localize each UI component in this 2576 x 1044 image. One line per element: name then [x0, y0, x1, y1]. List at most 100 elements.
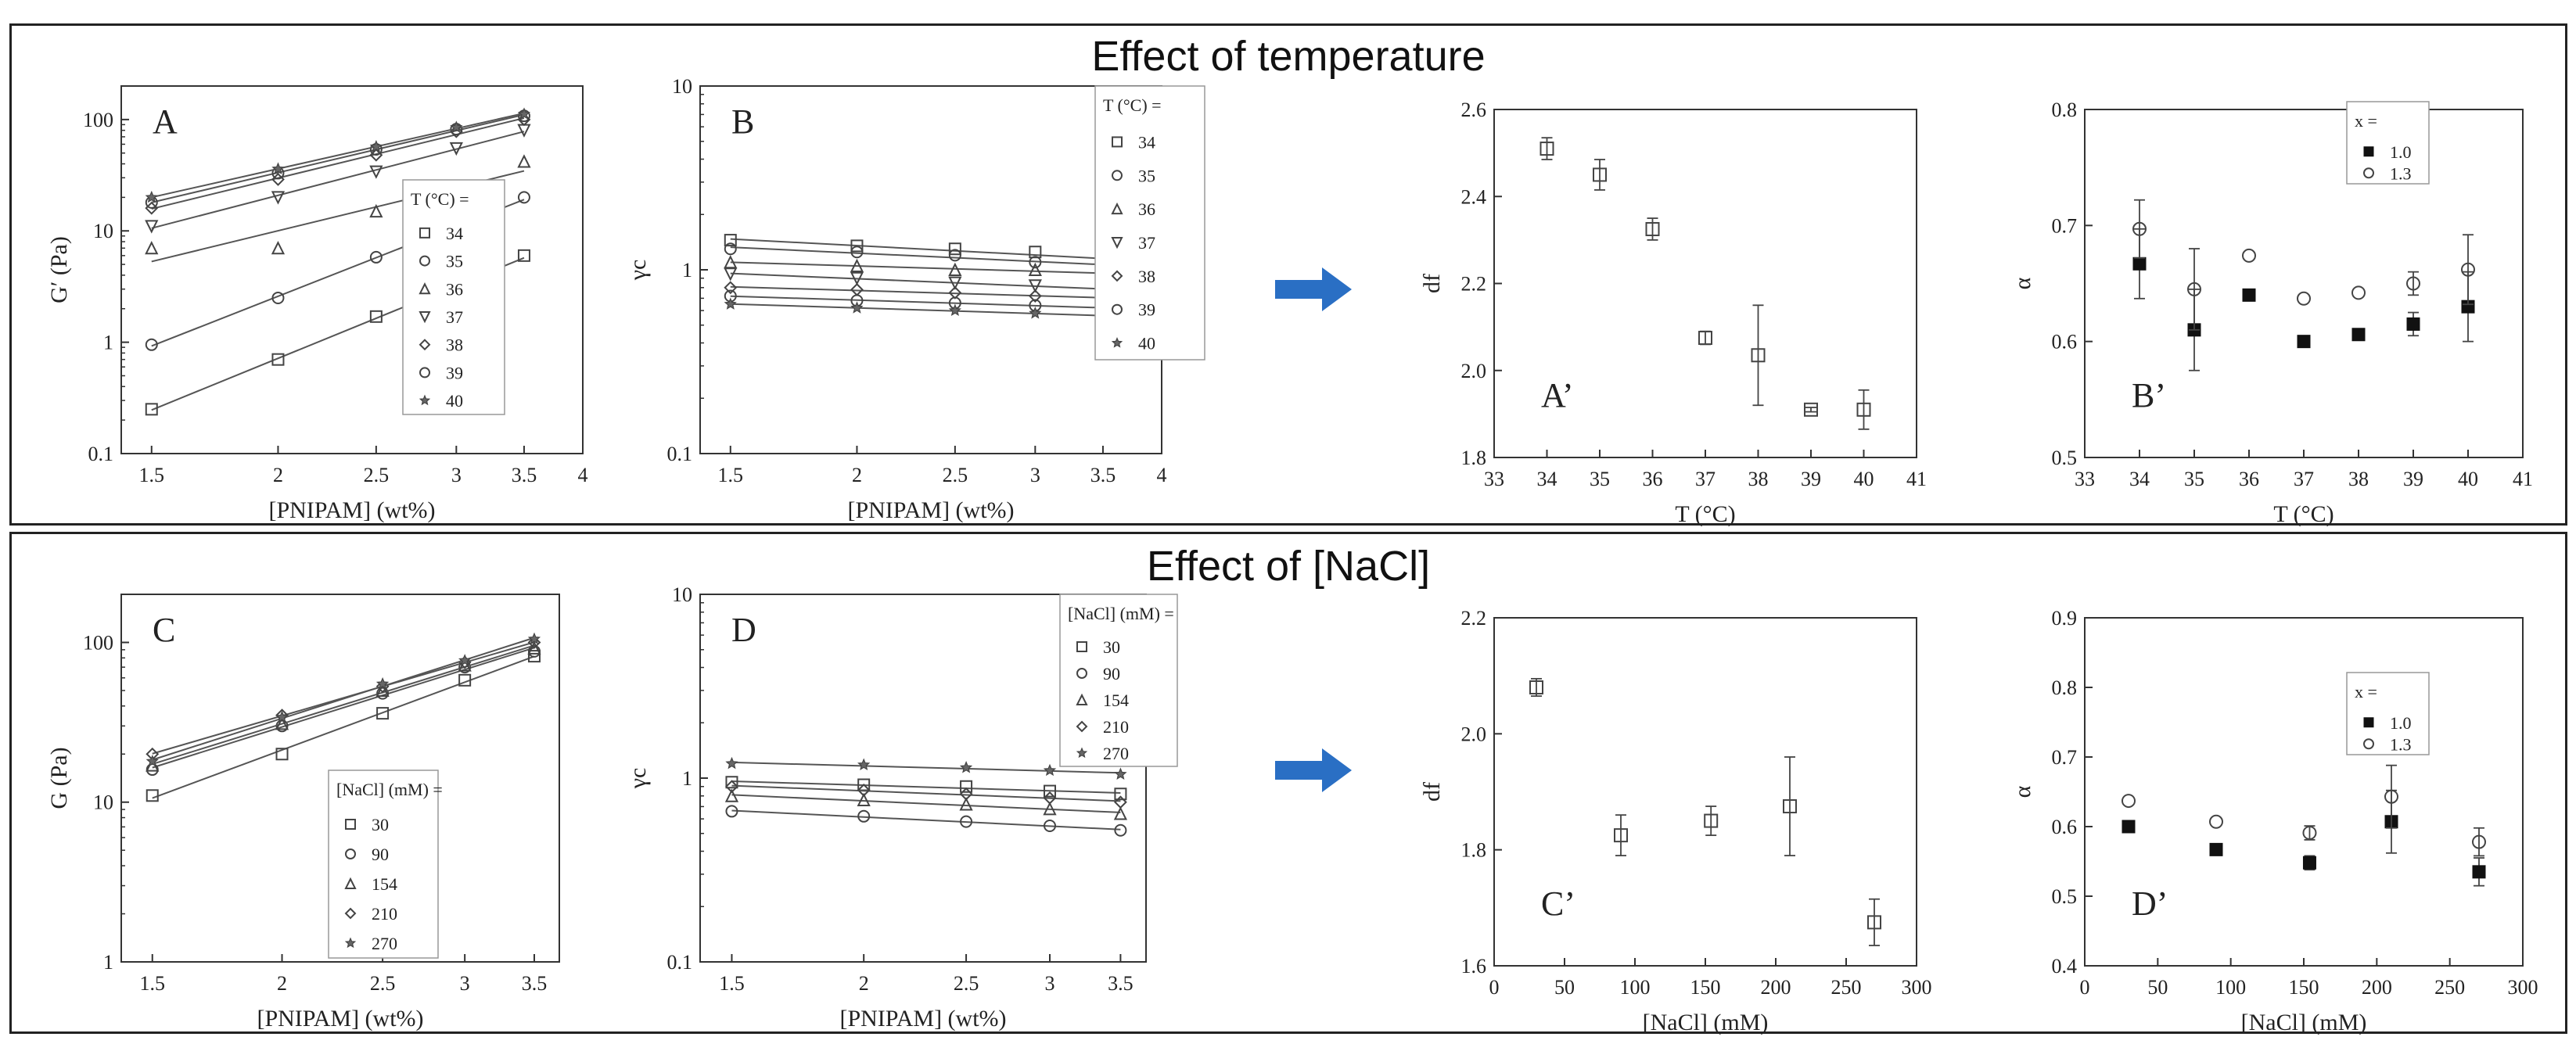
- data-point: [1114, 787, 1127, 801]
- y-axis-label: G′ (Pa): [46, 236, 72, 303]
- panel-label: C’: [1541, 884, 1575, 923]
- x-axis-label: [PNIPAM] (wt%): [839, 1006, 1006, 1031]
- x-tick-label: 250: [2434, 976, 2465, 999]
- x-tick-label: 3.5: [1108, 972, 1134, 995]
- legend-box: [328, 770, 439, 959]
- series-1.0: [2122, 789, 2486, 887]
- legend-entry: 37: [446, 307, 463, 327]
- x-tick-label: 33: [1484, 468, 1504, 490]
- legend: x = 1.01.3: [2346, 672, 2430, 755]
- x-tick-label: 1.5: [719, 972, 745, 995]
- series-90: [725, 805, 1127, 837]
- y-tick-label: 0.4: [2052, 955, 2078, 978]
- data-point: [517, 249, 530, 262]
- data-point: [1645, 221, 1660, 236]
- data-point: [1529, 680, 1543, 694]
- legend-entry: 38: [446, 335, 463, 355]
- x-axis-label: [PNIPAM] (wt%): [847, 497, 1014, 523]
- x-axis-label: [PNIPAM] (wt%): [268, 497, 435, 523]
- x-tick-label: 250: [1831, 976, 1862, 999]
- fit-line: [730, 285, 1103, 299]
- legend-entry: 39: [446, 363, 463, 382]
- data-point: [271, 291, 285, 304]
- chart-c2-fractal-dimension-vs-nacl: 0 50 100 150 200 250 300 1.6 1.8 2.0 2.2 [NaCl] (mM…: [1419, 607, 1932, 1035]
- temperature-section: Effect of temperature: [9, 23, 2567, 526]
- legend-entry: 210: [1103, 717, 1129, 737]
- legend-marker: [1076, 668, 1087, 679]
- data-point: [948, 303, 961, 317]
- fit-line: [152, 641, 535, 755]
- data-point: [2351, 328, 2366, 342]
- y-tick-label: 0.5: [2052, 885, 2078, 908]
- data-point: [959, 761, 973, 773]
- legend-marker: [2363, 167, 2374, 179]
- data-point: [2187, 282, 2201, 296]
- x-tick-label: 1.5: [140, 972, 166, 995]
- x-tick-label: 0: [2080, 976, 2090, 999]
- x-tick-label: 36: [1643, 468, 1663, 490]
- x-tick-label: 2: [277, 972, 287, 995]
- data-point: [2297, 291, 2311, 306]
- series-40: [145, 107, 531, 203]
- legend-marker: [1111, 337, 1123, 348]
- data-point: [450, 120, 463, 133]
- fit-line: [152, 647, 535, 769]
- data-point: [2122, 794, 2136, 809]
- legend-marker: [1111, 237, 1123, 249]
- y-axis-label: df: [1419, 782, 1445, 802]
- data-point: [948, 242, 961, 256]
- chart-b2-alpha-vs-temperature: 33 34 35 36 37 38 39 40 41 0.5 0.6 0.7 0.8 T (°C) α B’ x…: [2010, 99, 2533, 527]
- data-point: [2472, 865, 2486, 879]
- legend-entry: 1.0: [2390, 713, 2412, 733]
- legend-entry: 40: [446, 391, 463, 411]
- data-point: [1029, 256, 1042, 269]
- legend-entry: 40: [1138, 334, 1155, 353]
- legend-marker: [419, 311, 431, 324]
- series-210: [725, 780, 1127, 809]
- x-tick-label: 3: [451, 464, 462, 486]
- legend-marker: [1076, 747, 1088, 759]
- y-tick-label: 2.0: [1461, 360, 1487, 382]
- y-tick-label: 1.6: [1461, 955, 1487, 978]
- legend-entry: 30: [372, 815, 389, 834]
- series-37: [145, 124, 531, 234]
- y-tick-label: 0.8: [2052, 676, 2078, 699]
- legend: [NaCl] (mM) = 30 90 154 210 270: [1059, 594, 1178, 767]
- legend-entry: 270: [372, 934, 397, 953]
- data-point: [1029, 307, 1042, 319]
- data-point: [2132, 221, 2147, 236]
- data-point: [271, 241, 286, 255]
- x-tick-label: 3: [460, 972, 470, 995]
- x-tick-label: 2: [852, 464, 862, 486]
- arrow-right-icon: [1275, 748, 1352, 792]
- data-point: [2132, 257, 2147, 271]
- data-point: [376, 707, 390, 720]
- y-tick-label: 0.1: [667, 443, 693, 465]
- data-point: [960, 815, 973, 828]
- data-point: [850, 239, 864, 253]
- y-tick-label: 0.6: [2052, 331, 2078, 353]
- data-point: [1043, 763, 1057, 777]
- x-tick-label: 39: [2403, 468, 2423, 490]
- x-tick-label: 300: [2508, 976, 2538, 999]
- y-axis-label: γc: [625, 260, 651, 282]
- data-point: [1867, 915, 1881, 930]
- legend-entry: 1.3: [2390, 734, 2412, 754]
- fit-line: [151, 117, 525, 210]
- data-point: [959, 797, 973, 811]
- arrow-right-icon: [1275, 267, 1352, 311]
- x-axis-label: [NaCl] (mM): [1643, 1010, 1769, 1035]
- legend-entry: 1.3: [2390, 163, 2412, 183]
- legend: x = 1.01.3: [2346, 101, 2430, 185]
- legend-title: T (°C) =: [411, 189, 469, 209]
- data-point: [2242, 248, 2256, 263]
- data-point: [1593, 167, 1607, 182]
- legend-marker: [1076, 720, 1088, 733]
- x-tick-label: 34: [1537, 468, 1557, 490]
- x-tick-label: 36: [2239, 468, 2259, 490]
- data-point: [145, 338, 158, 351]
- series-df: [1539, 137, 1871, 430]
- legend-entry: 36: [1138, 199, 1155, 219]
- plot-frame: [120, 85, 584, 454]
- series-df: [1529, 677, 1881, 946]
